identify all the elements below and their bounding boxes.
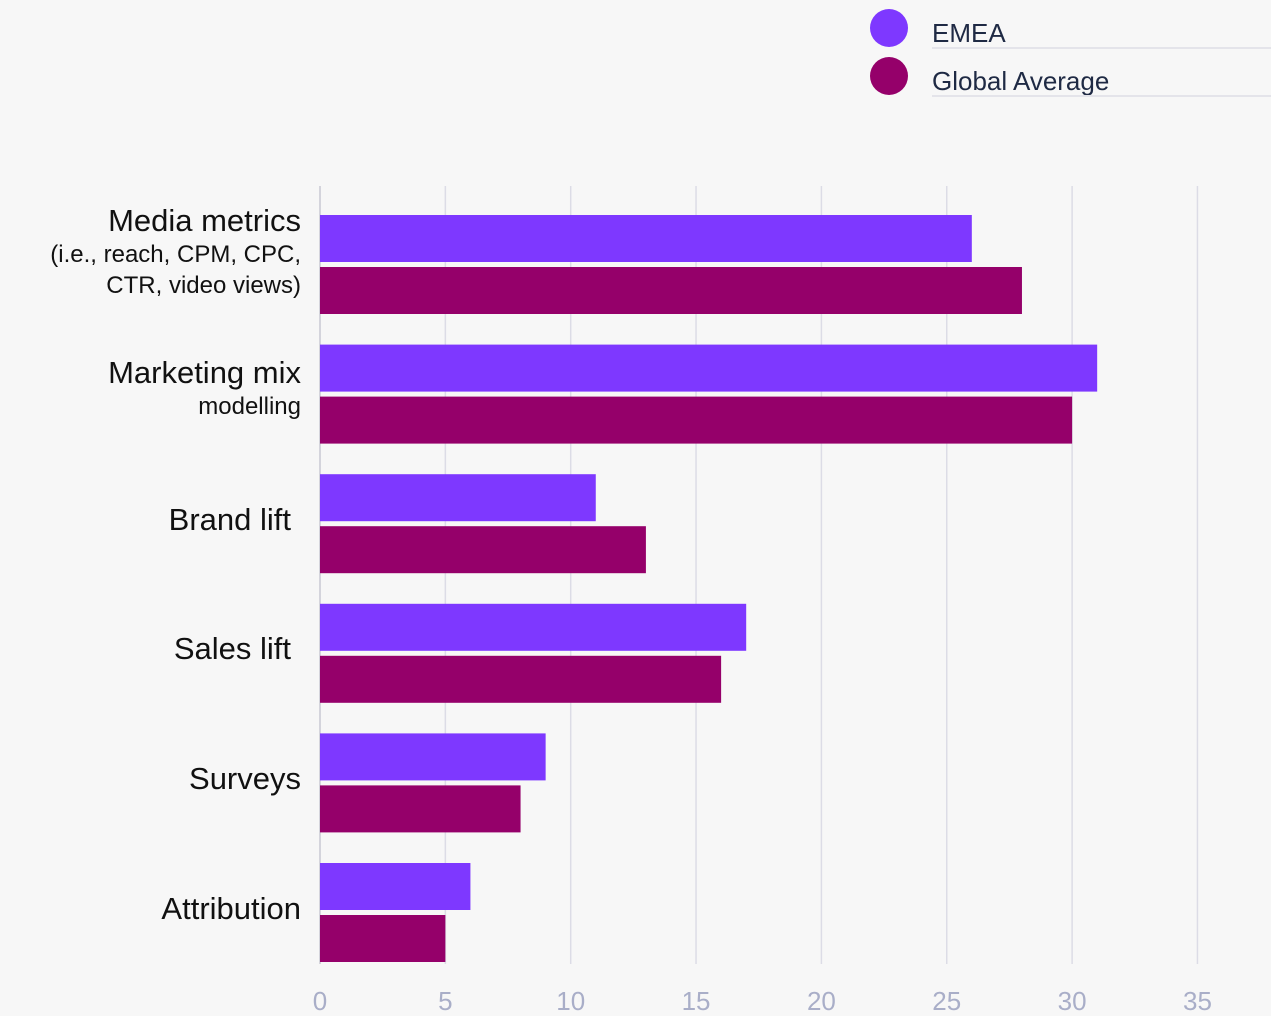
x-tick-label: 20 [807, 986, 836, 1016]
bar-global-average[interactable] [320, 526, 646, 574]
legend-label-global-average: Global Average [932, 66, 1110, 96]
category-label: Attribution [161, 891, 301, 927]
category-label-main: Marketing mix [108, 354, 301, 390]
category-label-main: Brand lift [168, 501, 291, 537]
legend: EMEA Global Average [870, 8, 1271, 104]
legend-label-emea: EMEA [932, 18, 1006, 48]
category-label: Marketing mix modelling [108, 355, 301, 422]
category-label-main: Surveys [189, 760, 301, 796]
legend-divider [932, 47, 1271, 49]
category-label: Brand lift [169, 502, 291, 538]
category-label: Sales lift [174, 631, 291, 667]
category-label-main: Attribution [161, 890, 301, 926]
category-label-sub: CTR, video views) [106, 271, 301, 299]
x-tick-label: 30 [1058, 986, 1087, 1016]
bar-global-average[interactable] [320, 655, 722, 703]
x-tick-label: 5 [438, 986, 452, 1016]
bar-emea[interactable] [320, 474, 596, 522]
bar-emea[interactable] [320, 344, 1098, 392]
legend-item-emea[interactable]: EMEA [870, 8, 1271, 56]
category-label-main: Sales lift [173, 631, 291, 667]
category-label: Surveys [189, 761, 301, 797]
bar-global-average[interactable] [320, 785, 521, 833]
x-tick-label: 15 [682, 986, 711, 1016]
bar-emea[interactable] [320, 603, 747, 651]
x-tick-label: 0 [313, 986, 327, 1016]
bar-emea[interactable] [320, 215, 972, 262]
category-label: Media metrics (i.e., reach, CPM, CPC, CTR,… [50, 203, 301, 301]
legend-swatch-emea [870, 9, 908, 47]
bar-emea[interactable] [320, 863, 471, 910]
bar-global-average[interactable] [320, 267, 1022, 314]
category-label-main: Media metrics [108, 202, 301, 238]
category-label-sub: modelling [198, 392, 301, 420]
legend-item-global-average[interactable]: Global Average [870, 56, 1271, 104]
x-tick-label: 25 [932, 986, 961, 1016]
bar-global-average[interactable] [320, 396, 1073, 444]
bar-global-average[interactable] [320, 915, 446, 962]
legend-divider [932, 95, 1271, 97]
category-label-sub: (i.e., reach, CPM, CPC, [50, 240, 301, 268]
x-tick-label: 35 [1183, 986, 1212, 1016]
bar-emea[interactable] [320, 733, 546, 781]
x-tick-label: 10 [556, 986, 585, 1016]
legend-swatch-global-average [870, 57, 908, 95]
